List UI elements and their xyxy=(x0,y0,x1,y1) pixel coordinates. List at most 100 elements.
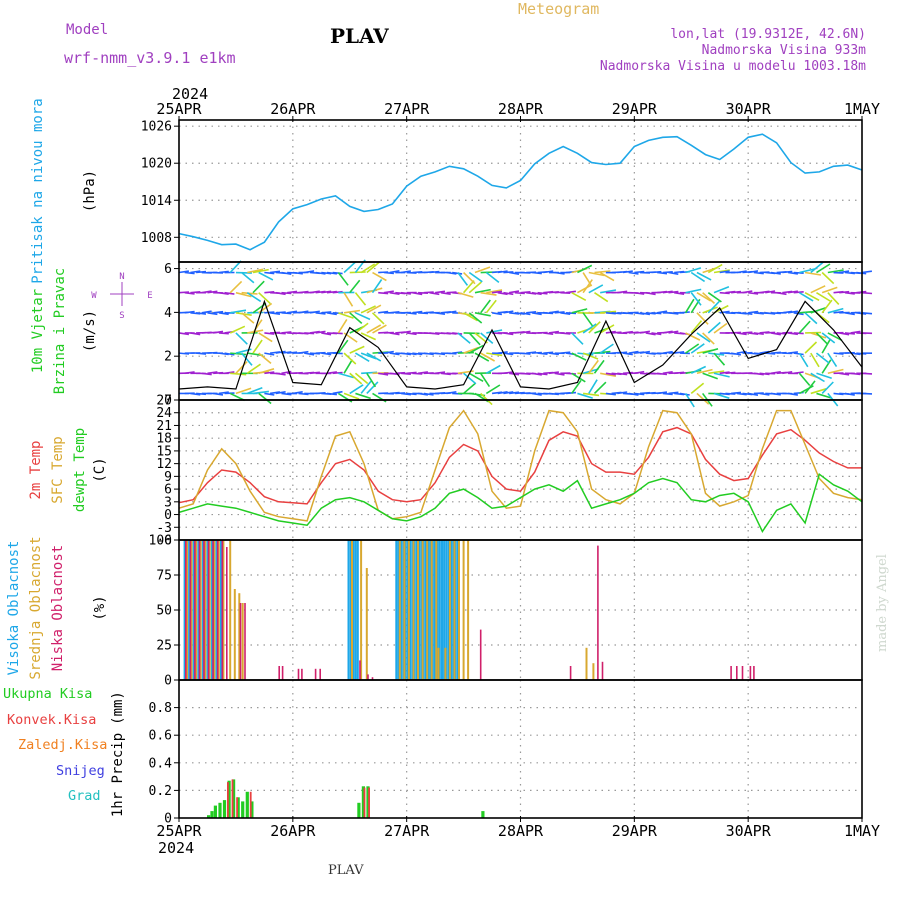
mid-cloud-bar xyxy=(444,647,447,680)
wind-barb xyxy=(696,312,709,325)
wind-barb xyxy=(264,392,275,396)
wind-barb xyxy=(315,312,326,315)
wind-barb xyxy=(400,372,411,375)
y-tick-label: 0 xyxy=(164,812,172,827)
wind-barb xyxy=(201,372,212,376)
wind-barb xyxy=(821,338,831,354)
wind-barb xyxy=(354,372,369,385)
wind-barb xyxy=(827,352,838,368)
wind-barb xyxy=(827,269,844,274)
wind-barb xyxy=(463,382,477,395)
low-cloud-bar xyxy=(212,540,214,680)
wind-barb xyxy=(639,312,651,316)
mid-cloud-bar xyxy=(217,540,220,680)
wind-barb xyxy=(543,351,554,354)
wind-barb xyxy=(804,380,816,394)
wind-barb xyxy=(839,270,850,274)
high-cloud-bar xyxy=(445,540,448,680)
wind-barb xyxy=(503,310,514,314)
wind-barb xyxy=(577,392,593,399)
wind-barb xyxy=(275,391,286,395)
wind-barb xyxy=(190,270,201,274)
low-cloud-bar xyxy=(297,668,300,680)
conv-precip-bar xyxy=(249,791,252,818)
mid-cloud-bar xyxy=(585,647,588,680)
y-tick-label: 0.4 xyxy=(149,756,173,771)
high-cloud-bar xyxy=(427,540,430,680)
y-tick-label: 24 xyxy=(156,406,172,421)
wind-barb xyxy=(218,391,229,395)
wind-barb xyxy=(690,292,702,306)
low-cloud-bar xyxy=(741,666,744,680)
wind-barb xyxy=(389,311,400,314)
y-tick-label: 3 xyxy=(164,495,172,510)
wind-barb xyxy=(651,312,662,315)
wind-barb xyxy=(600,289,617,294)
high-cloud-bar xyxy=(188,540,191,680)
high-cloud-bar xyxy=(436,540,439,680)
wind-barb xyxy=(304,270,315,274)
wind-barb xyxy=(468,271,483,283)
wind-barb xyxy=(485,299,497,314)
wind-barb xyxy=(321,352,332,356)
wind-barb xyxy=(371,279,383,294)
mid-cloud-bar xyxy=(458,540,460,680)
high-cloud-bar xyxy=(409,540,412,680)
wind-barb xyxy=(258,332,273,343)
wind-barb xyxy=(798,320,811,334)
wind-barb xyxy=(861,372,873,375)
wind-barb xyxy=(674,291,685,295)
wind-barb xyxy=(690,365,707,375)
low-cloud-bar xyxy=(371,677,374,680)
wind-barb xyxy=(582,279,593,294)
high-cloud-bar xyxy=(450,540,453,680)
wind-barb xyxy=(235,291,252,298)
wind-barb xyxy=(645,291,656,296)
wind-barb xyxy=(787,290,799,294)
wind-barb xyxy=(668,391,679,395)
y-tick-label: 0 xyxy=(164,394,172,409)
total-precip-bar xyxy=(366,786,370,818)
wind-barb xyxy=(360,380,372,394)
mid-cloud-bar xyxy=(467,540,470,680)
high-cloud-bar xyxy=(418,540,421,680)
wind-barb xyxy=(480,332,494,345)
wind-barb xyxy=(184,371,195,375)
wind-barb xyxy=(252,339,263,354)
wind-barb xyxy=(269,270,281,274)
wind-barb xyxy=(531,351,542,354)
low-cloud-bar xyxy=(479,629,482,680)
mid-cloud-bar xyxy=(453,540,456,680)
low-cloud-bar xyxy=(736,666,738,680)
precip-unit: (mm) xyxy=(110,691,126,725)
mid-cloud-bar xyxy=(435,540,438,680)
high-cloud-bar xyxy=(215,540,218,680)
wind-barb xyxy=(582,323,597,334)
high-cloud-bar xyxy=(413,540,416,680)
wind-barb xyxy=(474,332,488,344)
wind-barb xyxy=(708,352,725,356)
wind-barb xyxy=(582,312,594,327)
mid-cloud-bar xyxy=(430,540,433,680)
wind-barb xyxy=(400,330,411,334)
wind-barb xyxy=(690,382,705,395)
wind-barb xyxy=(480,352,495,362)
wind-barb xyxy=(719,291,730,295)
total-precip-bar xyxy=(357,802,361,818)
wind-barb xyxy=(645,332,656,336)
wind-barb xyxy=(707,300,720,314)
y-tick-label: 100 xyxy=(149,534,172,549)
mid-cloud-bar xyxy=(365,568,368,680)
high-cloud-bar xyxy=(424,540,428,680)
low-cloud-bar xyxy=(226,547,228,680)
wind-barb xyxy=(707,292,722,303)
wind-barb xyxy=(662,271,673,274)
mid-cloud-bar xyxy=(222,540,225,680)
wind-barb xyxy=(264,291,275,294)
wind-barb xyxy=(508,290,520,294)
wind-barb xyxy=(827,307,844,314)
wind-barb xyxy=(776,332,787,335)
precip-legend-item: Grad xyxy=(68,788,101,804)
wind-barb xyxy=(850,330,861,334)
wind-barb xyxy=(400,291,411,295)
